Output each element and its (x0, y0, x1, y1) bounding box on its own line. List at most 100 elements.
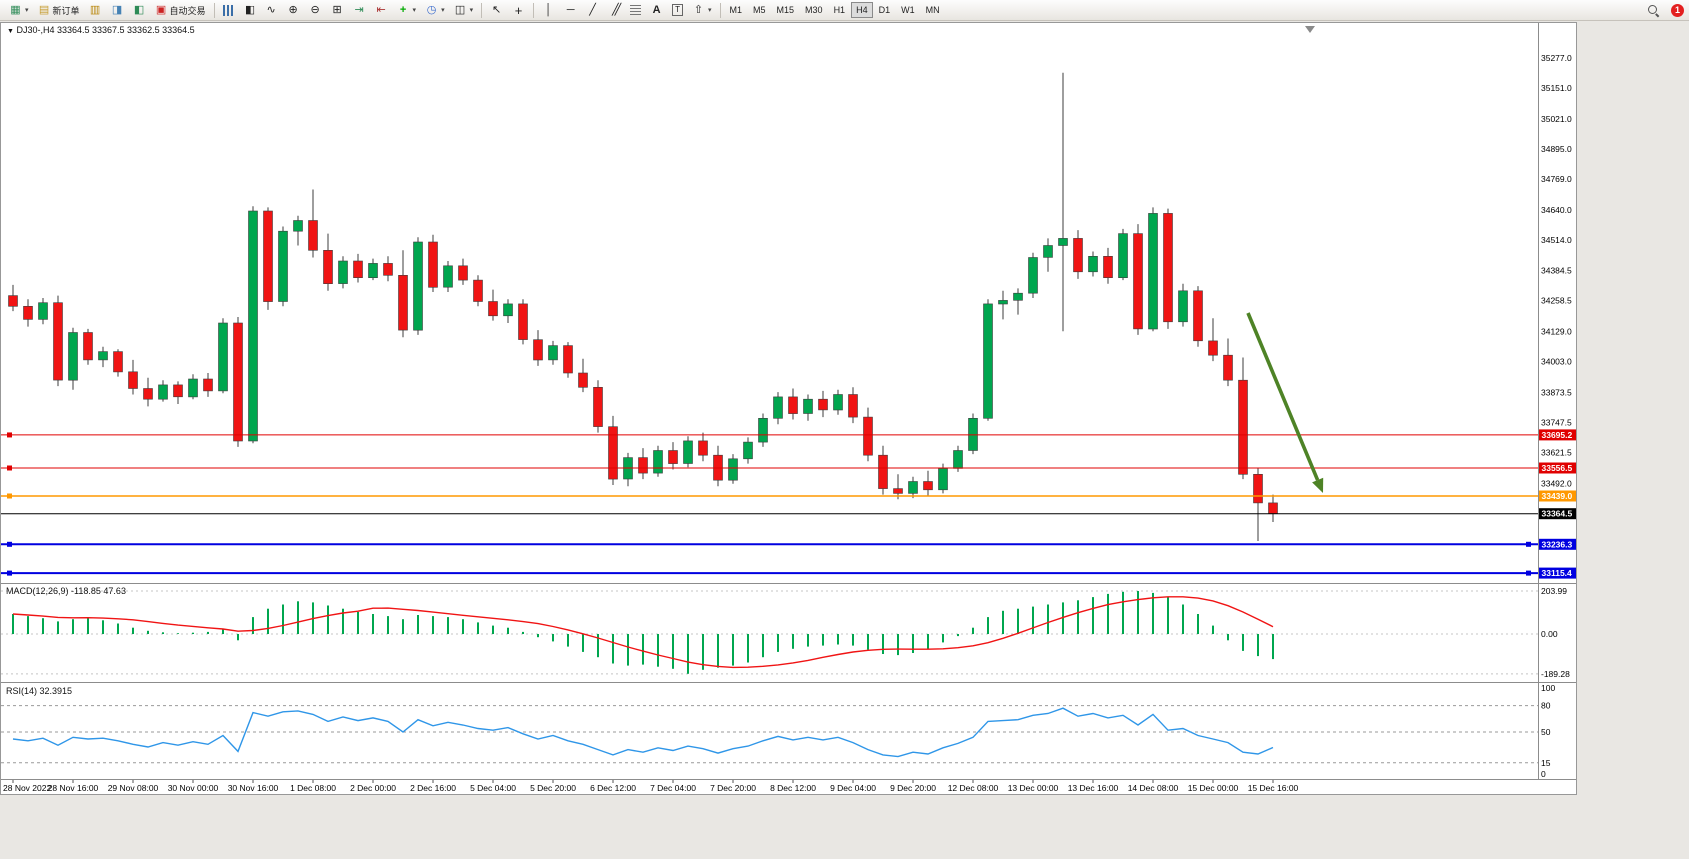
timeframe-button-m15[interactable]: M15 (772, 2, 800, 18)
candle-body (248, 210, 258, 442)
trendline-icon: ╱ (589, 3, 596, 16)
candle-body (683, 440, 693, 464)
candle-body (848, 394, 858, 418)
candlestick-button[interactable]: ▮▯ (239, 1, 260, 19)
candle-body (473, 279, 483, 302)
bar-chart-button[interactable] (219, 1, 238, 19)
time-axis-label: 13 Dec 00:00 (1008, 783, 1059, 793)
candle-body (158, 384, 168, 400)
timeframe-button-m1[interactable]: M1 (725, 2, 748, 18)
cursor-button[interactable]: ↖ (486, 1, 507, 19)
data-window-button[interactable]: ◨ (107, 1, 128, 19)
candle-body (338, 260, 348, 284)
timeframe-button-h1[interactable]: H1 (829, 2, 851, 18)
timeframe-button-mn[interactable]: MN (921, 2, 945, 18)
trend-arrow-head[interactable] (1312, 477, 1324, 493)
crosshair-icon: + (514, 2, 523, 18)
arrows-tool-button[interactable]: ⇧ ▾ (688, 1, 716, 19)
zoom-in-button[interactable]: ⊕ (283, 1, 304, 19)
new-chart-button[interactable]: ▦ ▾ (5, 1, 33, 19)
candle-body (938, 468, 948, 491)
chart-shift-button[interactable]: ⇤ (371, 1, 392, 19)
line-handle[interactable] (7, 570, 12, 576)
time-axis-label: 2 Dec 16:00 (410, 783, 456, 793)
line-handle[interactable] (1526, 541, 1531, 547)
candle-body (1268, 502, 1278, 514)
text-tool-button[interactable]: A (646, 1, 667, 19)
rsi-scale-label: 80 (1541, 701, 1551, 711)
horizontal-line-button[interactable]: ─ (560, 1, 581, 19)
price-axis-label: 33492.0 (1541, 478, 1572, 488)
trendline-button[interactable]: ╱ (582, 1, 603, 19)
time-axis-label: 15 Dec 16:00 (1248, 783, 1299, 793)
price-badge-label: 33439.0 (1542, 491, 1573, 501)
toolbar-separator (533, 2, 535, 18)
text-label-icon: T (672, 4, 683, 16)
line-handle[interactable] (7, 493, 12, 499)
candle-body (728, 458, 738, 481)
timeframe-button-h4[interactable]: H4 (851, 2, 873, 18)
line-handle[interactable] (7, 432, 12, 438)
zoom-out-button[interactable]: ⊖ (305, 1, 326, 19)
macd-label: MACD(12,26,9) -118.85 47.63 (6, 586, 126, 596)
trend-arrow[interactable] (1246, 312, 1320, 481)
macd-signal-line (12, 596, 1274, 669)
notification-badge[interactable]: 1 (1671, 3, 1684, 17)
auto-scroll-button[interactable]: ⇥ (349, 1, 370, 19)
crosshair-button[interactable]: + (508, 1, 529, 19)
candle-body (1073, 238, 1083, 273)
timeframe-button-d1[interactable]: D1 (874, 2, 896, 18)
chart-title: ▼ DJ30-,H4 33364.5 33367.5 33362.5 33364… (7, 25, 195, 35)
toolbar-separator (481, 2, 483, 18)
new-order-label: 新订单 (52, 5, 80, 16)
search-icon (1647, 4, 1660, 17)
chart-canvas[interactable]: 35277.0 35151.0 35021.0 34895.0 34769.0 34640… (1, 23, 1576, 794)
bar-chart-icon (222, 4, 234, 16)
tile-windows-icon: ⊞ (332, 3, 342, 16)
vertical-line-button[interactable]: │ (538, 1, 559, 19)
autotrading-button[interactable]: ▣ 自动交易 (151, 1, 210, 19)
price-badge-label: 33236.3 (1542, 539, 1573, 549)
time-axis-label: 9 Dec 04:00 (830, 783, 876, 793)
price-badge-label: 33115.4 (1542, 568, 1573, 578)
time-axis-label: 8 Dec 12:00 (770, 783, 816, 793)
price-badge-label: 33364.5 (1542, 509, 1573, 519)
line-handle[interactable] (7, 541, 12, 547)
indicators-button[interactable]: + ▾ (393, 1, 421, 19)
candle-body (1028, 257, 1038, 294)
candle-body (518, 303, 528, 340)
candle-body (23, 305, 33, 320)
candle-body (923, 481, 933, 491)
price-badge (1539, 462, 1576, 474)
tile-windows-button[interactable]: ⊞ (327, 1, 348, 19)
timeframe-button-m5[interactable]: M5 (748, 2, 771, 18)
candle-body (53, 302, 63, 381)
chart-window[interactable]: 35277.0 35151.0 35021.0 34895.0 34769.0 34640… (0, 22, 1577, 795)
candle-body (218, 322, 228, 392)
new-order-button[interactable]: ▤ 新订单 (34, 1, 84, 19)
navigator-button[interactable]: ◧ (129, 1, 150, 19)
text-label-tool-button[interactable]: T (668, 1, 687, 19)
line-handle[interactable] (7, 465, 12, 471)
chart-shift-icon: ⇤ (376, 3, 386, 16)
candle-body (323, 250, 333, 285)
candle-body (293, 220, 303, 232)
chevron-down-icon: ▾ (441, 7, 445, 14)
one-click-trading-arrow-icon[interactable]: ▼ (7, 28, 14, 35)
chart-shift-marker[interactable] (1305, 26, 1315, 33)
templates-button[interactable]: ◫ ▾ (450, 1, 478, 19)
line-chart-button[interactable]: ∿ (261, 1, 282, 19)
timeframe-button-w1[interactable]: W1 (896, 2, 920, 18)
candle-body (488, 301, 498, 317)
fibonacci-button[interactable] (626, 1, 645, 19)
timeframe-button-m30[interactable]: M30 (800, 2, 828, 18)
candle-body (893, 488, 903, 494)
market-watch-icon: ▥ (89, 3, 101, 16)
periods-button[interactable]: ◷ ▾ (421, 1, 449, 19)
data-window-icon: ◨ (111, 3, 123, 16)
price-axis-label: 33621.5 (1541, 448, 1572, 458)
line-handle[interactable] (1526, 570, 1531, 576)
search-button[interactable] (1643, 1, 1664, 19)
channel-button[interactable]: ╱╱ (604, 1, 625, 19)
market-watch-button[interactable]: ▥ (85, 1, 106, 19)
